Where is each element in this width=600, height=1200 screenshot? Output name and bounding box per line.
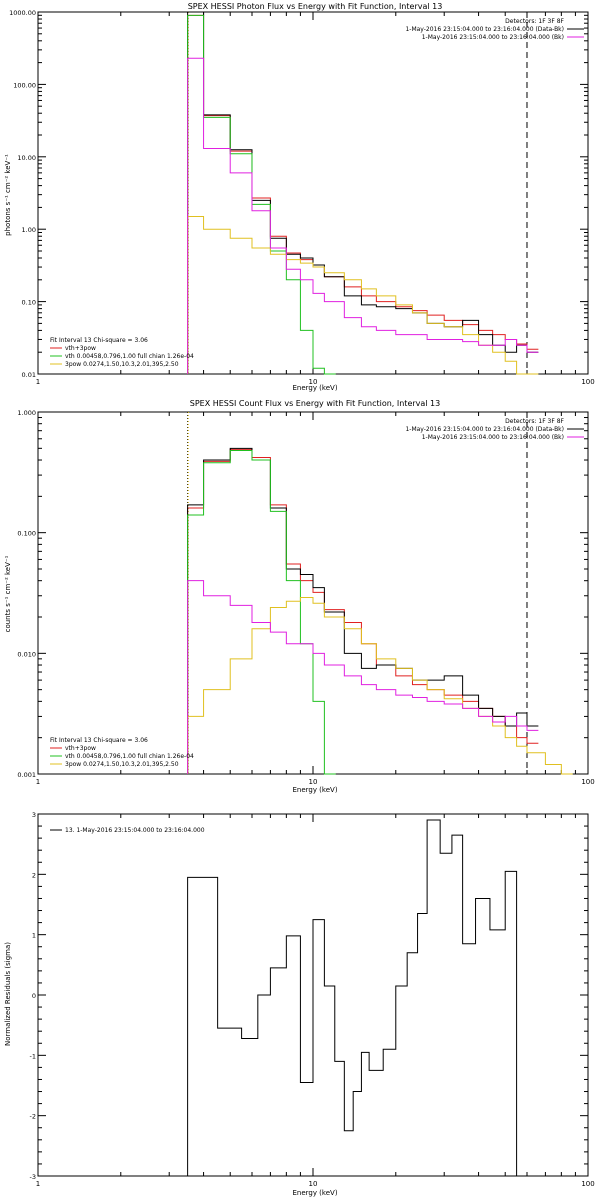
legend-right-entry: Detectors: 1F 3F 8F <box>505 418 564 425</box>
legend-left-entry: 3pow 0.0274,1.50,10.3,2.01,395,2.50 <box>65 361 179 368</box>
count-flux-panel: SPEX HESSI Count Flux vs Energy with Fit… <box>4 399 595 794</box>
chart2-xlabel: Energy (keV) <box>292 786 337 794</box>
legend-left-entry: Fit Interval 13 Chi-square = 3.06 <box>50 737 148 744</box>
y-tick-label: 3 <box>32 811 36 819</box>
y-tick-label: 100.00 <box>13 81 36 89</box>
series-line-1 <box>187 14 539 374</box>
y-tick-label: 0.100 <box>17 530 36 538</box>
legend-right-entry: 1-May-2016 23:15:04.000 to 23:16:04.000 … <box>422 34 564 41</box>
series-line-3 <box>187 14 336 375</box>
legend-right-entry: 1-May-2016 23:15:04.000 to 23:16:04.000 … <box>405 426 564 433</box>
series-line-5 <box>187 57 539 374</box>
x-tick-label: 100 <box>581 778 594 786</box>
chart3-ylabel: Normalized Residuals (sigma) <box>4 942 12 1046</box>
y-tick-label: 1.000 <box>17 409 36 417</box>
series-line-4 <box>187 215 539 375</box>
y-tick-label: 10.00 <box>17 154 36 162</box>
chart2-ylabel: counts s⁻¹ cm⁻² keV⁻¹ <box>4 555 12 632</box>
x-tick-label: 10 <box>309 378 318 386</box>
x-tick-label: 100 <box>581 1180 594 1188</box>
chart1-title: SPEX HESSI Photon Flux vs Energy with Fi… <box>188 2 443 11</box>
y-tick-label: 1 <box>32 932 36 940</box>
legend-left-entry: Fit Interval 13 Chi-square = 3.06 <box>50 337 148 344</box>
series-line-5 <box>187 580 539 774</box>
x-tick-label: 1 <box>36 378 40 386</box>
legend-left-entry: vth+3pow <box>65 345 96 352</box>
legend-left-entry: vth+3pow <box>65 745 96 752</box>
chart1-plot: 1 10 100 0.01 0.10 1.00 10.00 100.00 1000.00 Dete… <box>9 9 595 386</box>
series-line-1 <box>187 448 539 774</box>
y-tick-label: 2 <box>32 871 36 879</box>
photon-flux-panel: SPEX HESSI Photon Flux vs Energy with Fi… <box>4 2 595 392</box>
chart3-plot: 1 10 100 -3 -2 -1 0 1 2 3 13. 1-May-2016 23:15:04.… <box>30 811 595 1188</box>
y-tick-label: 0.010 <box>17 650 36 658</box>
legend-left-entry: vth 0.00458,0.796,1.00 full chian 1.26e-… <box>65 753 194 760</box>
chart1-xlabel: Energy (keV) <box>292 384 337 392</box>
series-line-1 <box>187 819 527 1177</box>
x-tick-label: 1 <box>36 1180 40 1188</box>
y-tick-label: -2 <box>30 1113 36 1121</box>
x-tick-label: 1 <box>36 778 40 786</box>
y-tick-label: -1 <box>30 1052 36 1060</box>
x-tick-label: 10 <box>309 778 318 786</box>
series-line-3 <box>187 449 336 775</box>
y-tick-label: 0.10 <box>22 299 36 307</box>
series-line-4 <box>187 597 573 775</box>
legend-left-entry: vth 0.00458,0.796,1.00 full chian 1.26e-… <box>65 353 194 360</box>
legend-right-entry: Detectors: 1F 3F 8F <box>505 18 564 25</box>
residuals-panel: Energy (keV) Normalized Residuals (sigma… <box>4 811 595 1197</box>
legend-left-entry: 3pow 0.0274,1.50,10.3,2.01,395,2.50 <box>65 761 179 768</box>
chart2-plot: 1 10 100 0.001 0.010 0.100 1.000 Detectors: 1F … <box>17 409 594 786</box>
y-tick-label: 1000.00 <box>9 9 36 17</box>
legend-right-entry: 1-May-2016 23:15:04.000 to 23:16:04.000 … <box>422 434 564 441</box>
y-tick-label: -3 <box>30 1173 36 1181</box>
y-tick-label: 0.001 <box>17 771 36 779</box>
chart3-xlabel: Energy (keV) <box>292 1189 337 1197</box>
y-tick-label: 0.01 <box>22 371 36 379</box>
legend-left-entry: 13. 1-May-2016 23:15:04.000 to 23:16:04.… <box>65 827 205 834</box>
y-tick-label: 1.00 <box>22 226 36 234</box>
y-tick-label: 0 <box>32 992 36 1000</box>
x-tick-label: 100 <box>581 378 594 386</box>
chart1-frame <box>37 11 589 375</box>
chart1-ylabel: photons s⁻¹ cm⁻² keV⁻¹ <box>4 154 12 236</box>
series-line-2 <box>187 447 539 774</box>
chart2-title: SPEX HESSI Count Flux vs Energy with Fit… <box>190 399 441 408</box>
x-tick-label: 10 <box>309 1180 318 1188</box>
legend-right-entry: 1-May-2016 23:15:04.000 to 23:16:04.000 … <box>405 26 564 33</box>
series-line-2 <box>187 11 539 374</box>
